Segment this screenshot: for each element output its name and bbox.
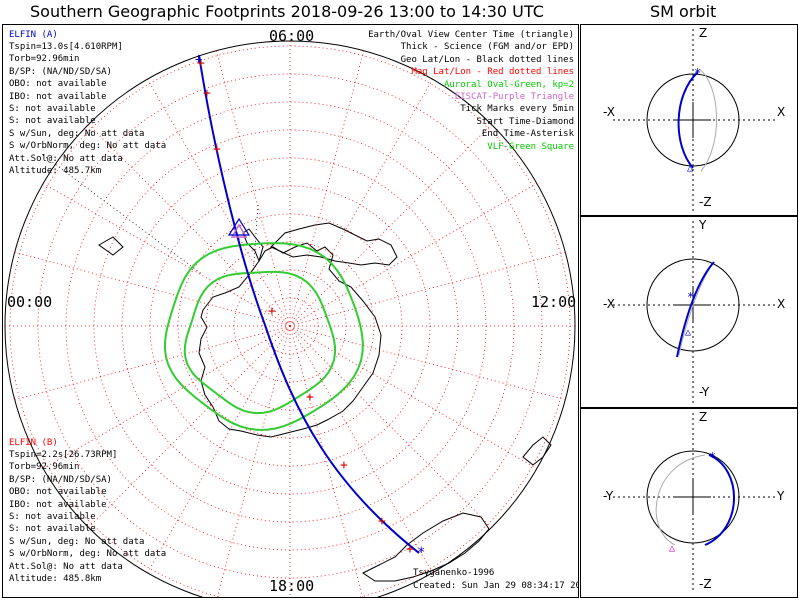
end-asterisk-marker: * bbox=[417, 545, 425, 561]
hour-label-bottom: 18:00 bbox=[269, 577, 315, 595]
orbit-tick-mark: + bbox=[268, 304, 276, 319]
elfin-b-info-line: Att.Sol@: No att data bbox=[9, 561, 123, 572]
axis-label-top: Z bbox=[699, 26, 708, 40]
elfin-a-info-line: Att.Sol@: No att data bbox=[9, 153, 123, 164]
legend-entry: End Time-Asterisk bbox=[481, 129, 574, 140]
orbit-tick-mark: + bbox=[340, 458, 348, 473]
elfin-b-info-line: Torb=92.96min bbox=[9, 462, 80, 473]
orbit-plot-xz: * △ bbox=[613, 29, 777, 211]
legend-entry: Auroral Oval-Green, kp=2 bbox=[443, 79, 574, 90]
axis-label-right: X bbox=[777, 297, 786, 311]
orbit-tick-mark: + bbox=[213, 142, 221, 157]
legend-entry: Mag Lat/Lon - Red dotted lines bbox=[411, 67, 574, 78]
orbit-start-marker: * bbox=[694, 66, 701, 80]
footprint-map-panel: + + + + + + + + + * ELFIN (A) Tspin=13.0s[4.610RP… bbox=[2, 24, 579, 598]
auroral-oval-outer bbox=[163, 242, 364, 431]
created-timestamp: Created: Sun Jan 29 08:34:17 2023 bbox=[413, 581, 579, 591]
axis-label-left: -X bbox=[603, 297, 615, 311]
elfin-a-info-line: Altitude: 485.7km bbox=[9, 166, 102, 177]
elfin-a-info-line: S: not available bbox=[9, 104, 96, 115]
axis-label-bottom: -Y bbox=[699, 385, 710, 399]
map-legend: Earth/Oval View Center Time (triangle) Th… bbox=[368, 29, 574, 153]
axis-label-right: Y bbox=[777, 489, 785, 503]
auroral-oval-inner bbox=[183, 270, 336, 415]
orbit-view-xy: * △ Y -Y -X X bbox=[580, 216, 798, 408]
orbit-tick-mark: + bbox=[306, 390, 314, 405]
elfin-a-info-line: S w/OrbNorm, deg: No att data bbox=[9, 141, 167, 152]
orbit-view-xz: * △ Z -Z -X X bbox=[580, 24, 798, 216]
elfin-a-info-line: S: not available bbox=[9, 116, 96, 127]
elfin-b-info-line: S: not available bbox=[9, 524, 96, 535]
elfin-a-info: Tspin=13.0s[4.610RPM] Torb=92.96min B/SP: … bbox=[9, 41, 166, 177]
start-diamond-marker: + bbox=[195, 52, 202, 66]
elfin-b-info-line: IBO: not available bbox=[9, 499, 107, 510]
elfin-b-info-line: S: not available bbox=[9, 512, 96, 523]
orbit-panel-title: SM orbit bbox=[650, 2, 717, 21]
elfin-b-info-line: OBO: not available bbox=[9, 487, 107, 498]
elfin-a-heading: ELFIN (A) bbox=[9, 30, 58, 40]
axis-label-bottom: -Z bbox=[699, 577, 712, 591]
axis-label-left: -Y bbox=[603, 489, 614, 503]
orbit-end-marker: △ bbox=[687, 163, 693, 174]
elfin-b-info-line: S w/Sun, deg: No att data bbox=[9, 536, 145, 547]
elfin-b-info: Tspin=2.2s[26.73RPM] Torb=92.96min B/SP: (… bbox=[9, 449, 166, 585]
legend-entry: Thick - Science (FGM and/or EPD) bbox=[400, 42, 574, 53]
orbit-tick-mark: + bbox=[203, 86, 211, 101]
elfin-a-info-line: Tspin=13.0s[4.610RPM] bbox=[9, 42, 123, 52]
axis-label-bottom: -Z bbox=[699, 195, 712, 209]
hour-label-top: 06:00 bbox=[269, 27, 315, 45]
orbit-tick-mark: + bbox=[406, 542, 414, 557]
orbit-tick-mark: + bbox=[197, 56, 205, 71]
axis-label-top: Z bbox=[699, 410, 708, 424]
elfin-b-info-line: Tspin=2.2s[26.73RPM] bbox=[9, 450, 118, 460]
elfin-a-info-line: OBO: not available bbox=[9, 79, 107, 90]
legend-entry: Tick Marks every 5min bbox=[460, 104, 574, 115]
axis-label-right: X bbox=[777, 105, 786, 119]
island-fragment bbox=[98, 236, 124, 256]
orbit-plot-xy: * △ bbox=[613, 221, 777, 403]
legend-entry: VLF-Green Square bbox=[487, 141, 574, 152]
new-zealand-coast bbox=[522, 436, 552, 466]
orbit-end-marker: △ bbox=[685, 327, 691, 338]
elfin-b-info-line: Altitude: 485.8km bbox=[9, 574, 102, 585]
hour-label-right: 12:00 bbox=[531, 293, 577, 311]
orbit-trace-grey bbox=[678, 262, 714, 356]
elfin-b-info-line: S w/OrbNorm, deg: No att data bbox=[9, 549, 167, 560]
legend-entry: Geo Lat/Lon - Black dotted lines bbox=[400, 54, 574, 65]
australia-coast bbox=[362, 512, 490, 582]
elfin-a-info-line: IBO: not available bbox=[9, 91, 107, 102]
orbit-tick-mark: + bbox=[378, 514, 386, 529]
legend-entry: EISCAT-Purple Triangle bbox=[454, 92, 574, 103]
elfin-a-info-line: B/SP: (NA/ND/SD/SA) bbox=[9, 66, 112, 77]
orbit-end-marker: △ bbox=[669, 543, 675, 554]
orbit-plot-yz: * △ bbox=[613, 413, 777, 593]
elfin-a-info-line: S w/Sun, deg: No att data bbox=[9, 128, 145, 139]
elfin-a-info-line: Torb=92.96min bbox=[9, 54, 80, 65]
legend-entry: Earth/Oval View Center Time (triangle) bbox=[368, 30, 574, 40]
eiscat-triangle bbox=[230, 223, 248, 238]
legend-entry: Start Time-Diamond bbox=[476, 116, 574, 127]
orbit-start-marker: * bbox=[709, 450, 716, 464]
antarctica-coastline bbox=[198, 242, 382, 438]
orbit-start-marker: * bbox=[687, 290, 694, 304]
view-center-triangle bbox=[227, 217, 251, 236]
orbit-trace-grey bbox=[655, 454, 706, 546]
elfin-b-heading: ELFIN (B) bbox=[9, 438, 58, 448]
elfin-b-info-line: B/SP: (NA/ND/SD/SA) bbox=[9, 474, 112, 485]
polar-map: +++++++++* bbox=[4, 40, 576, 597]
hour-label-left: 00:00 bbox=[7, 293, 53, 311]
orbit-view-yz: * △ Z -Z -Y Y bbox=[580, 408, 798, 598]
axis-label-top: Y bbox=[699, 218, 707, 232]
orbit-trace-a bbox=[704, 454, 735, 546]
page-title: Southern Geographic Footprints 2018-09-2… bbox=[30, 2, 544, 21]
elfin-a-orbit-track bbox=[198, 54, 420, 554]
credit-text: Tsyganenko-1996 bbox=[413, 568, 495, 578]
axis-label-left: -X bbox=[603, 105, 615, 119]
orbit-trace-a bbox=[676, 261, 715, 358]
geo-lon-line bbox=[42, 154, 204, 276]
orbit-trace-grey bbox=[698, 68, 717, 172]
orbit-trace-a bbox=[677, 71, 699, 169]
